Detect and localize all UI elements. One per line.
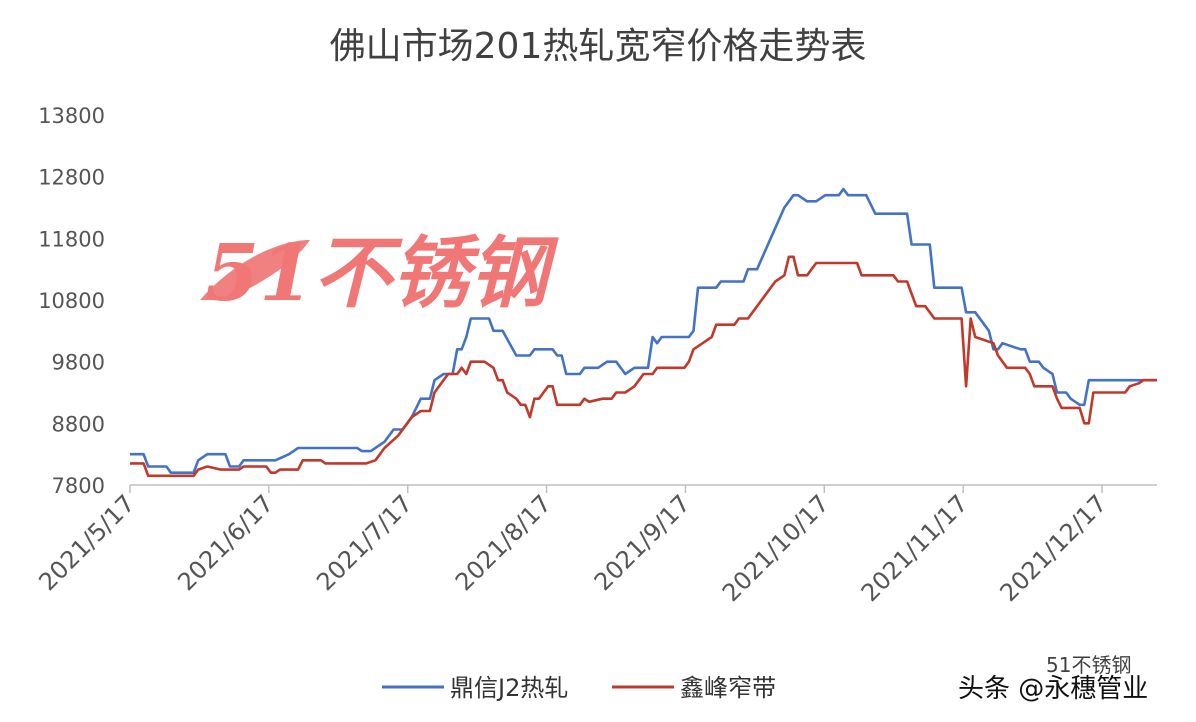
y-tick-label: 8800 xyxy=(52,412,105,436)
x-tick-label: 2021/11/17 xyxy=(856,489,974,607)
legend-label-dingxin: 鼎信J2热轧 xyxy=(450,674,568,702)
y-tick-label: 13800 xyxy=(38,104,105,128)
series-line-xinfeng xyxy=(130,255,1157,478)
watermark-swoosh-shape xyxy=(200,240,310,300)
y-tick-label: 10800 xyxy=(38,289,105,313)
legend: 鼎信J2热轧 鑫峰窄带 xyxy=(382,674,776,702)
y-tick-label: 12800 xyxy=(38,166,105,190)
x-tick-label: 2021/9/17 xyxy=(589,489,696,596)
y-tick-label: 7800 xyxy=(52,474,105,498)
credit-bottom-text: 头条 @永穗管业 xyxy=(958,674,1148,704)
x-tick-label: 2021/5/17 xyxy=(33,489,140,596)
x-axis: 2021/5/17 2021/6/17 2021/7/17 2021/8/17 2021… xyxy=(33,485,1112,607)
credit-top-text: 51不锈钢 xyxy=(1046,653,1131,677)
watermark: 51不锈钢 xyxy=(200,228,560,319)
series-group xyxy=(130,187,1157,478)
y-tick-label: 11800 xyxy=(38,227,105,251)
x-tick-label: 2021/6/17 xyxy=(172,489,279,596)
watermark-text: 51不锈钢 xyxy=(205,228,560,319)
x-tick-label: 2021/12/17 xyxy=(995,489,1113,607)
y-tick-label: 9800 xyxy=(52,351,105,375)
credits: 51不锈钢 头条 @永穗管业 xyxy=(958,653,1148,704)
legend-label-xinfeng: 鑫峰窄带 xyxy=(680,674,776,702)
y-axis: 7800 8800 9800 10800 11800 12800 13800 xyxy=(38,104,105,498)
chart-title: 佛山市场201热轧宽窄价格走势表 xyxy=(330,26,867,67)
series-line-dingxin xyxy=(130,187,1157,475)
x-tick-label: 2021/8/17 xyxy=(450,489,557,596)
x-tick-label: 2021/10/17 xyxy=(717,489,835,607)
x-tick-label: 2021/7/17 xyxy=(311,489,418,596)
